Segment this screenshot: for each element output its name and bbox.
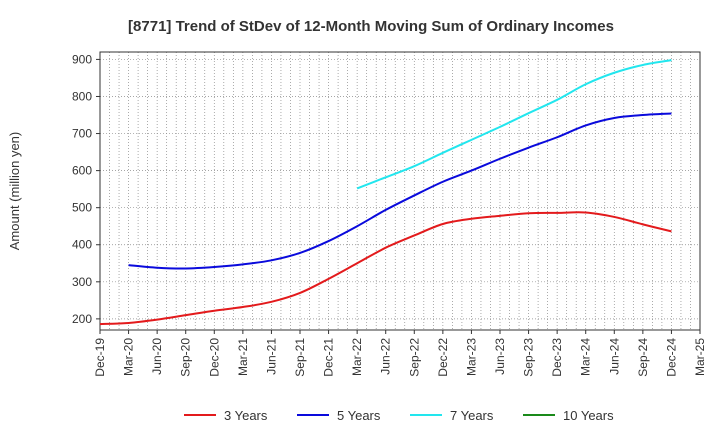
x-tick-label: Mar-23 [464, 338, 478, 376]
legend-item-3-years: 3 Years [184, 408, 268, 423]
series-line-7-years [356, 59, 672, 190]
y-tick-label: 300 [72, 275, 92, 289]
x-tick-label: Jun-20 [150, 338, 164, 375]
x-tick-label: Dec-21 [322, 338, 336, 377]
y-tick-label: 400 [72, 238, 92, 252]
legend-label: 3 Years [224, 408, 268, 423]
x-tick-label: Sep-20 [179, 338, 193, 377]
legend-item-10-years: 10 Years [523, 408, 614, 423]
y-tick-label: 900 [72, 52, 92, 66]
x-tick-label: Mar-22 [350, 338, 364, 376]
legend: 3 Years 5 Years 7 Years 10 Years [184, 408, 614, 423]
x-tick-label: Dec-20 [207, 338, 221, 377]
chart-title: [8771] Trend of StDev of 12-Month Moving… [128, 18, 614, 35]
x-tick-label: Sep-24 [636, 338, 650, 377]
y-axis-title: Amount (million yen) [7, 132, 22, 251]
legend-label: 7 Years [450, 408, 494, 423]
x-tick-label: Dec-23 [550, 338, 564, 377]
x-tick-label: Sep-23 [522, 338, 536, 377]
legend-label: 5 Years [337, 408, 381, 423]
x-tick-label: Mar-24 [579, 338, 593, 376]
y-tick-label: 200 [72, 312, 92, 326]
grid [100, 52, 700, 330]
y-tick-label: 700 [72, 127, 92, 141]
x-tick-label: Jun-22 [379, 338, 393, 375]
x-tick-label: Mar-21 [236, 338, 250, 376]
x-tick-label: Dec-19 [93, 338, 107, 377]
y-axis: 200 300 400 500 600 700 800 900 [72, 52, 100, 326]
legend-label: 10 Years [563, 408, 614, 423]
series-line-5-years [128, 112, 672, 270]
x-tick-label: Jun-21 [264, 338, 278, 375]
legend-item-7-years: 7 Years [410, 408, 494, 423]
x-axis: Dec-19 Mar-20 Jun-20 Sep-20 Dec-20 Mar-21 Jun-… [93, 330, 707, 377]
x-tick-label: Jun-24 [607, 338, 621, 375]
series-line-3-years [99, 211, 672, 326]
x-tick-label: Sep-21 [293, 338, 307, 377]
series-layer [99, 59, 672, 326]
x-tick-label: Mar-20 [122, 338, 136, 376]
plot-frame [99, 51, 701, 331]
x-tick-label: Dec-22 [436, 338, 450, 377]
y-tick-label: 500 [72, 201, 92, 215]
y-tick-label: 600 [72, 164, 92, 178]
x-tick-label: Sep-22 [407, 338, 421, 377]
legend-item-5-years: 5 Years [297, 408, 381, 423]
x-tick-label: Dec-24 [664, 338, 678, 377]
x-tick-label: Jun-23 [493, 338, 507, 375]
x-tick-label: Mar-25 [693, 338, 707, 376]
y-tick-label: 800 [72, 89, 92, 103]
